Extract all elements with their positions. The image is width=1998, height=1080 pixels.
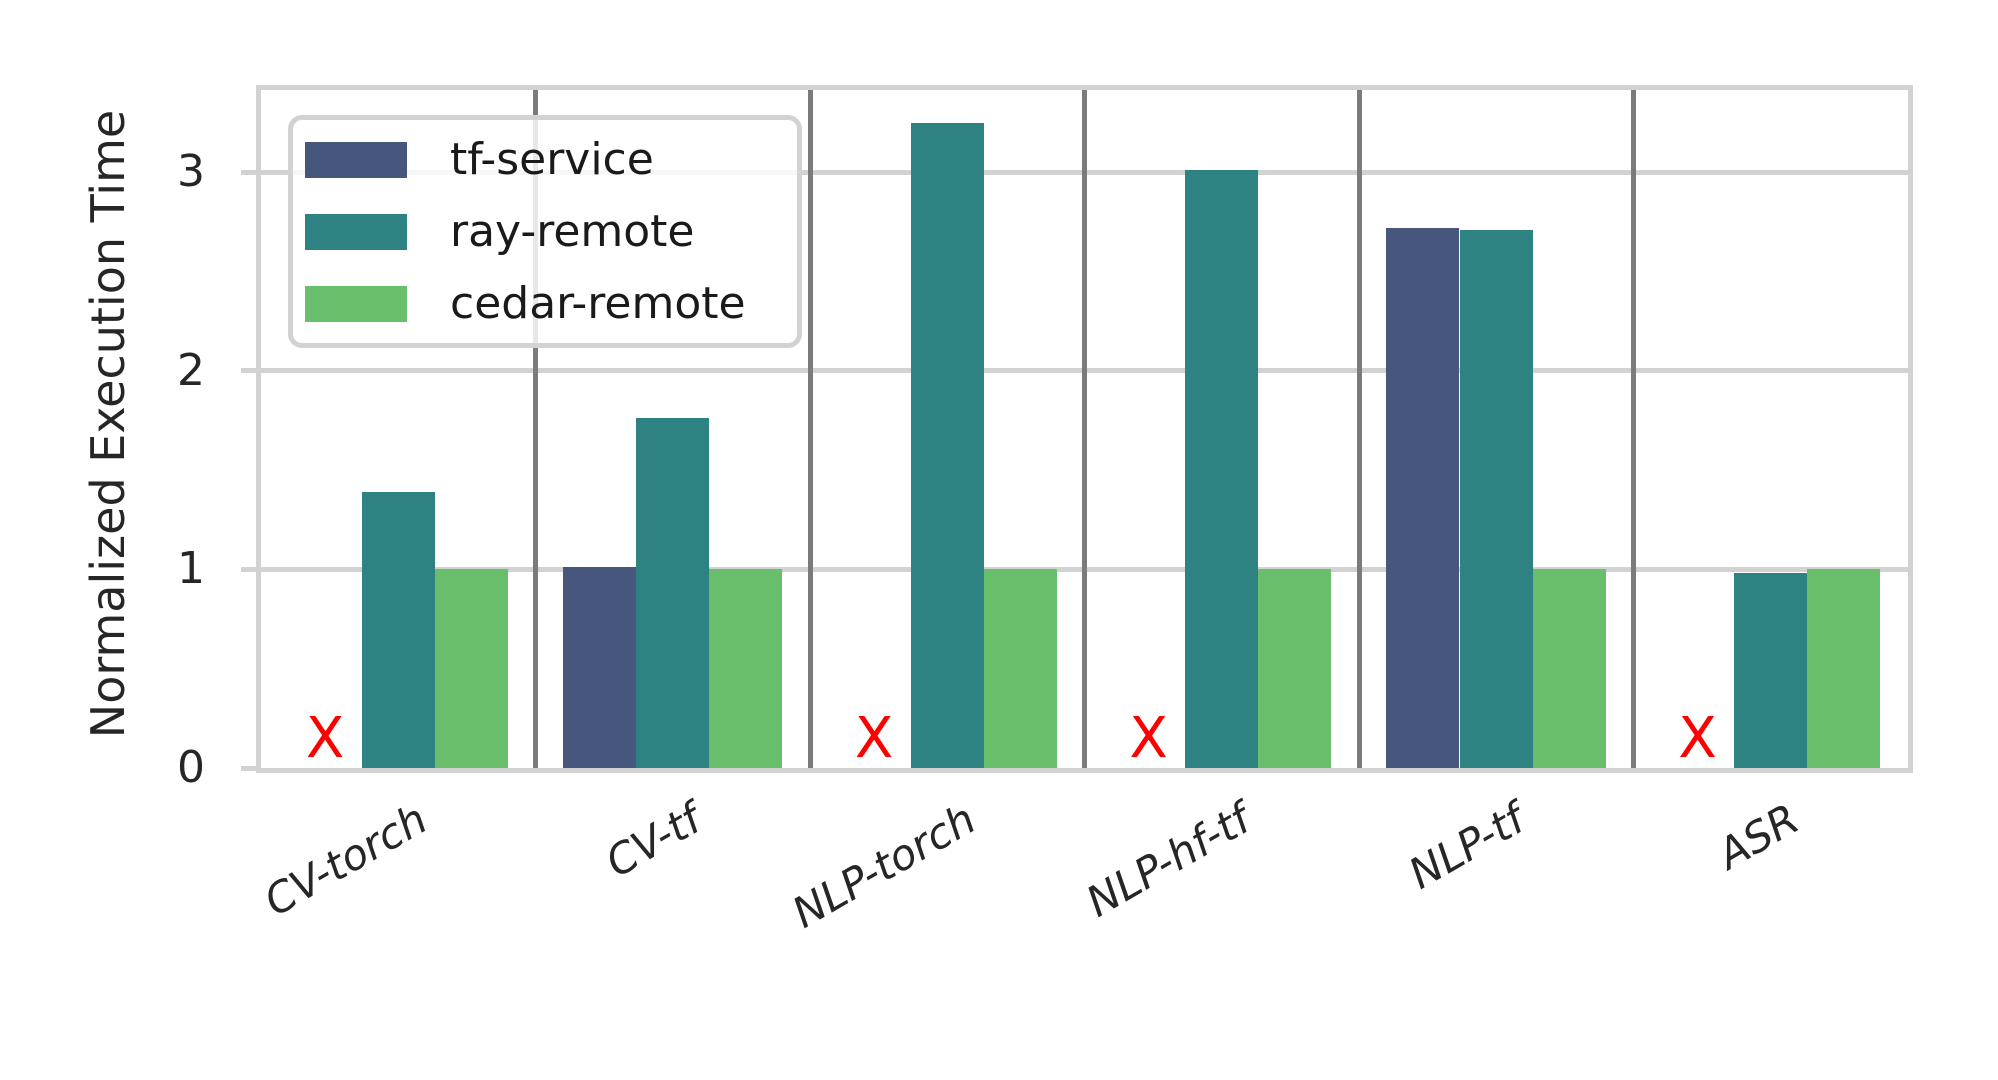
bar-cedar-remote-CV-tf	[709, 569, 783, 768]
bar-cedar-remote-NLP-torch	[983, 569, 1057, 768]
plot-inner: tf-service ray-remote cedar-remote X X X X	[261, 90, 1908, 768]
x-tick-label-CV-torch: CV-torch	[255, 794, 435, 926]
bar-ray-remote-NLP-torch	[910, 122, 984, 768]
y-tick-mark-1	[241, 566, 261, 572]
bar-cedar-remote-CV-torch	[434, 569, 508, 768]
x-tick-label-NLP-torch: NLP-torch	[784, 794, 984, 938]
group-separator	[1082, 90, 1087, 768]
x-tick-label-ASR: ASR	[1709, 794, 1808, 879]
bar-ray-remote-CV-tf	[636, 418, 710, 768]
legend-label: ray-remote	[450, 206, 695, 257]
y-tick-label-2: 2	[177, 344, 205, 396]
group-separator	[533, 90, 538, 768]
legend-swatch-ray-remote	[305, 214, 407, 250]
group-separator	[807, 90, 813, 768]
y-tick-mark-0	[241, 765, 261, 771]
bar-ray-remote-ASR	[1734, 573, 1808, 768]
group-separator	[1356, 90, 1362, 768]
y-tick-label-1: 1	[177, 543, 205, 595]
legend-item-cedar-remote: cedar-remote	[305, 268, 797, 340]
missing-x-mark-NLP-hf-tf: X	[1129, 706, 1168, 771]
group-separator	[1631, 90, 1636, 768]
missing-x-mark-NLP-torch: X	[854, 706, 894, 771]
legend-swatch-cedar-remote	[305, 286, 407, 322]
missing-x-mark-ASR: X	[1678, 706, 1717, 771]
missing-x-mark-CV-torch: X	[305, 706, 345, 771]
y-axis-label: Normalized Execution Time	[81, 109, 135, 739]
y-tick-label-3: 3	[177, 146, 205, 198]
legend: tf-service ray-remote cedar-remote	[288, 115, 802, 348]
plot-area: tf-service ray-remote cedar-remote X X X X	[256, 85, 1913, 773]
y-tick-mark-2	[241, 368, 261, 374]
x-tick-label-NLP-tf: NLP-tf	[1400, 794, 1533, 899]
y-tick-label-0: 0	[177, 742, 205, 793]
legend-item-ray-remote: ray-remote	[305, 196, 797, 268]
x-tick-label-NLP-hf-tf: NLP-hf-tf	[1077, 794, 1259, 927]
x-tick-label-CV-tf: CV-tf	[597, 794, 710, 887]
bar-cedar-remote-NLP-hf-tf	[1258, 569, 1332, 768]
legend-label: cedar-remote	[450, 278, 746, 329]
legend-item-tf-service: tf-service	[305, 124, 797, 196]
bar-ray-remote-CV-torch	[361, 491, 435, 768]
bar-ray-remote-NLP-tf	[1459, 229, 1533, 768]
bar-tf-service-NLP-tf	[1386, 227, 1460, 768]
bar-ray-remote-NLP-hf-tf	[1185, 170, 1259, 768]
legend-label: tf-service	[450, 134, 654, 185]
y-tick-mark-3	[241, 169, 261, 175]
bar-cedar-remote-NLP-tf	[1532, 569, 1606, 768]
bar-tf-service-CV-tf	[562, 567, 636, 768]
bar-cedar-remote-ASR	[1807, 569, 1881, 768]
legend-swatch-tf-service	[305, 142, 407, 178]
